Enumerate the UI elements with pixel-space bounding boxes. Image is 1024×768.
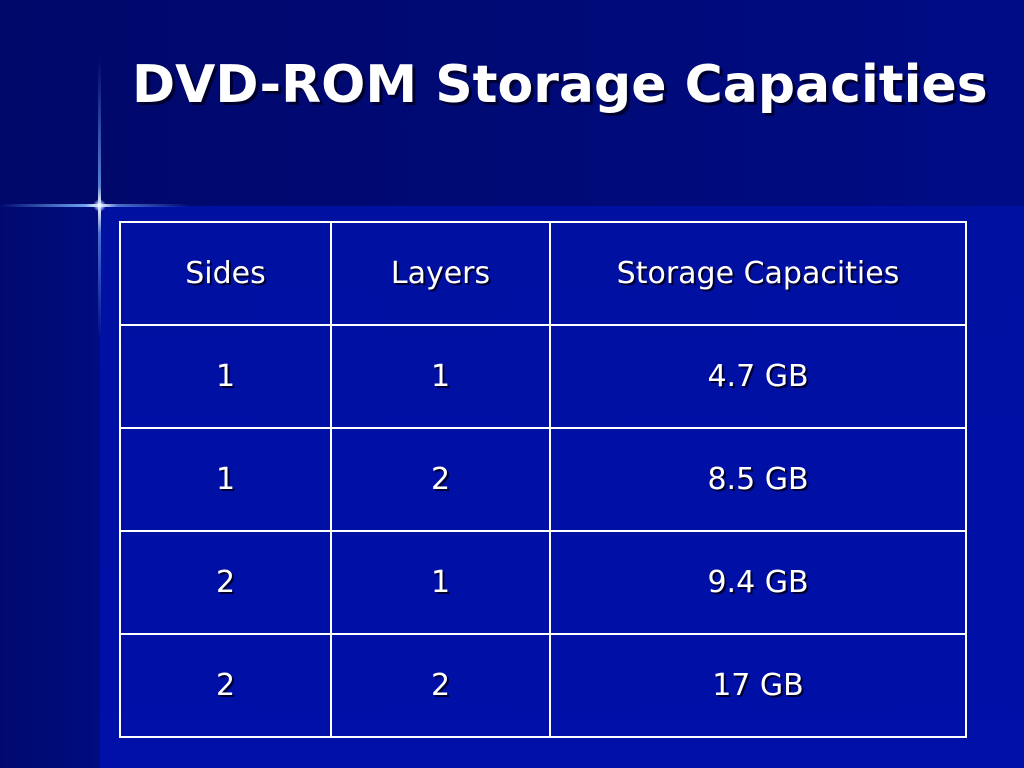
cell-capacity: 9.4 GB — [549, 530, 967, 635]
cell-layers: 2 — [330, 427, 551, 532]
cell-layers: 2 — [330, 633, 551, 738]
cell-sides: 2 — [119, 530, 332, 635]
table-row: 2 2 17 GB — [119, 633, 967, 738]
slide-title: DVD-ROM Storage Capacities — [132, 55, 988, 115]
table-header-row: Sides Layers Storage Capacities — [119, 221, 967, 326]
cell-sides: 1 — [119, 427, 332, 532]
table-row: 1 2 8.5 GB — [119, 427, 967, 532]
title-band-decoration — [0, 0, 1024, 206]
cell-sides: 2 — [119, 633, 332, 738]
cell-layers: 1 — [330, 324, 551, 429]
cell-layers: 1 — [330, 530, 551, 635]
cell-sides: 1 — [119, 324, 332, 429]
cell-capacity: 8.5 GB — [549, 427, 967, 532]
table-row: 2 1 9.4 GB — [119, 530, 967, 635]
header-layers: Layers — [330, 221, 551, 326]
header-sides: Sides — [119, 221, 332, 326]
table-row: 1 1 4.7 GB — [119, 324, 967, 429]
cell-capacity: 17 GB — [549, 633, 967, 738]
light-flare-core — [93, 199, 106, 212]
capacity-table: Sides Layers Storage Capacities 1 1 4.7 … — [119, 221, 967, 738]
header-storage-capacities: Storage Capacities — [549, 221, 967, 326]
cell-capacity: 4.7 GB — [549, 324, 967, 429]
